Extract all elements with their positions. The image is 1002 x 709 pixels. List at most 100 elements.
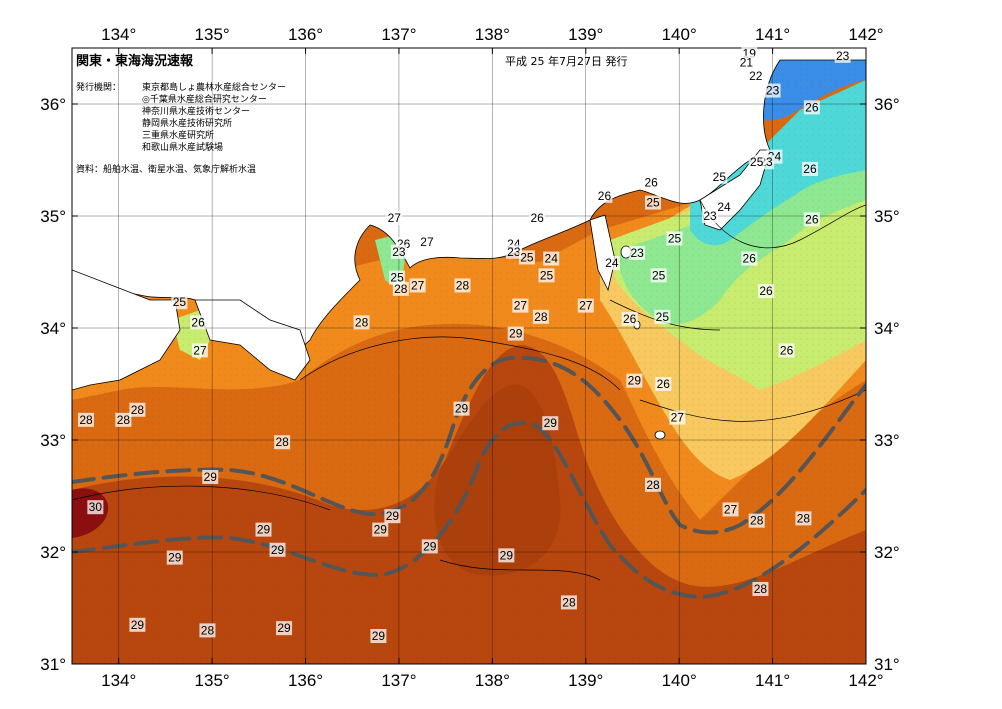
lon-tick-label-bottom: 138° [475,671,510,690]
lat-tick-label-left: 31° [40,655,66,674]
isotherm-label-bg [372,522,389,537]
isotherm-label-bg [741,251,758,266]
isotherm-label-bg [801,161,818,176]
isotherm-label-bg [543,251,560,266]
isotherm-label-bg [538,268,555,283]
isotherm-label: 26 [780,343,794,357]
isotherm-label-bg [711,169,728,184]
isotherm-label-bg [171,295,188,310]
isotherm-label-bg [764,83,781,98]
isotherm-label: 22 [749,69,763,83]
isotherm-label-bg [722,502,739,517]
land-hachijojima [654,430,666,440]
isotherm-label: 29 [455,402,469,416]
isotherm-lines [72,199,866,581]
isotherm-label: 24 [545,252,559,266]
isotherm-label: 27 [514,299,528,313]
isotherm-label-bg [129,402,146,417]
isotherm-label-bg [621,312,638,327]
isotherm-label: 28 [355,315,369,329]
agency-item: 東京都島しょ農林水産総合センター [142,83,287,93]
isotherm-label-bg [795,511,812,526]
lat-tick-label-left: 34° [40,319,66,338]
isotherm-label: 25 [656,310,670,324]
lon-tick-label-top: 139° [568,25,603,44]
isotherm-label-bg [255,522,272,537]
issuing-agencies: 発行機関： 東京都島しょ農林水産総合センター ◎千葉県水産総合研究センター 神奈川… [76,82,286,154]
isotherm-label: 29 [500,548,514,562]
lat-tick-label-right: 36° [874,95,900,114]
isotherm-label: 29 [423,539,437,553]
lat-tick-label-right: 32° [874,543,900,562]
isotherm-label: 25 [713,170,727,184]
isotherm-label-bg [507,326,524,341]
lat-tick-label-right: 34° [874,319,900,338]
lon-tick-label-top: 140° [662,25,697,44]
isotherm-label: 29 [386,509,400,523]
isotherm-label: 29 [271,543,285,557]
isotherm-label: 26 [743,252,757,266]
isotherm-label: 27 [388,211,402,225]
lon-tick-label-top: 137° [381,25,416,44]
isotherm-label: 26 [191,315,205,329]
isotherm-label: 30 [89,500,103,514]
isotherm-label: 28 [131,403,145,417]
lat-tick-label-left: 36° [40,95,66,114]
lon-tick-label-bottom: 140° [662,671,697,690]
isotherm-label: 28 [562,595,576,609]
isotherm-label: 29 [374,523,388,537]
kuroshio-axis [72,355,866,600]
isotherm-label-bg [78,412,95,427]
isotherm-label: 29 [372,629,386,643]
isotherm-label-bg [505,244,522,259]
isotherm-label-bg [577,298,594,313]
lon-tick-label-bottom: 135° [195,671,230,690]
isotherm-label: 28 [750,514,764,528]
isotherm-label: 27 [671,411,685,425]
lon-tick-label-bottom: 137° [381,671,416,690]
isotherm-label: 26 [623,312,637,326]
lon-tick-label-top: 138° [475,25,510,44]
isotherm-label: 26 [644,175,658,189]
lon-tick-label-top: 141° [755,25,790,44]
isotherm-label: 25 [520,250,534,264]
isotherm-label-bg [542,416,559,431]
isotherm-label-bg [748,513,765,528]
isotherm-label: 25 [173,295,187,309]
isotherm-label-bg [803,100,820,115]
isotherm-label: 28 [201,623,215,637]
isotherm-label-bg [529,211,546,226]
map-title: 関東・東海海況速報 [76,54,194,69]
lon-tick-label-top: 136° [288,25,323,44]
isotherm-label-bg [834,48,851,63]
isotherm-label: 26 [657,377,671,391]
isotherm-label: 29 [277,621,291,635]
isotherm-label: 26 [803,162,817,176]
isotherm-label: 29 [509,327,523,341]
isotherm-label-bg [384,509,401,524]
agency-item: 静岡県水産技術研究所 [142,119,233,129]
agency-item: 和歌山県水産試験場 [142,143,224,153]
isotherm-label: 27 [420,235,434,249]
isotherm-label-bg [518,250,535,265]
land-shikoku [72,269,181,391]
isotherm-label: 27 [579,299,593,313]
isotherm-label-bg [276,621,293,636]
isotherm-label-bg [370,629,387,643]
isotherm-label: 23 [392,245,406,259]
land-kii [194,299,311,381]
isotherm-label: 23 [703,209,717,223]
isotherm-label: 25 [750,155,764,169]
lat-tick-label-right: 31° [874,655,900,674]
isotherm-label: 23 [630,246,644,260]
lon-tick-label-bottom: 142° [848,671,883,690]
isotherm-label-bg [645,195,662,210]
isotherm-label-bg [392,281,409,296]
isotherm-label: 29 [204,470,218,484]
isotherm-label-bg [596,188,613,203]
isotherm-label: 21 [740,56,754,70]
lat-tick-label-left: 32° [40,543,66,562]
isotherm-label: 25 [652,268,666,282]
isotherm-label-bg [421,539,438,554]
